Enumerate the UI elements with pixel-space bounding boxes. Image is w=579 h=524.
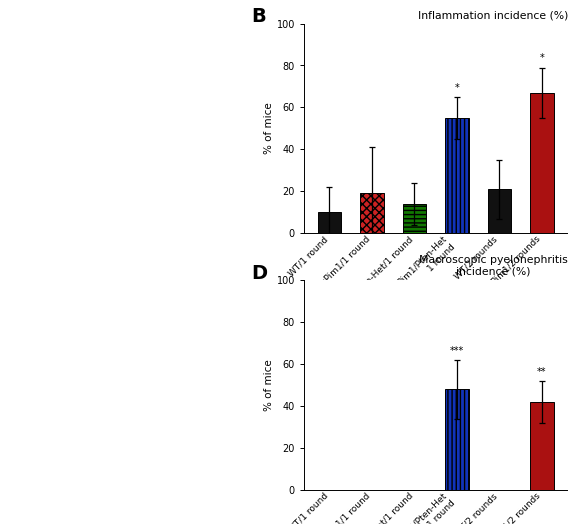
Bar [530, 93, 554, 233]
Y-axis label: % of mice: % of mice [264, 359, 274, 411]
Text: D: D [251, 264, 267, 282]
Bar [318, 212, 341, 233]
Text: *: * [455, 83, 459, 93]
Bar [488, 189, 511, 233]
Text: **: ** [537, 367, 547, 377]
Bar [530, 402, 554, 490]
Bar [403, 204, 426, 233]
Bar [360, 193, 384, 233]
Text: ***: *** [450, 346, 464, 356]
Bar [445, 118, 468, 233]
Title: Inflammation incidence (%): Inflammation incidence (%) [419, 10, 569, 20]
Y-axis label: % of mice: % of mice [264, 103, 274, 154]
Bar [445, 389, 468, 490]
Text: *: * [540, 53, 544, 63]
Title: Macroscopic pyelonephritis
incidence (%): Macroscopic pyelonephritis incidence (%) [419, 255, 568, 277]
Text: B: B [251, 7, 266, 26]
